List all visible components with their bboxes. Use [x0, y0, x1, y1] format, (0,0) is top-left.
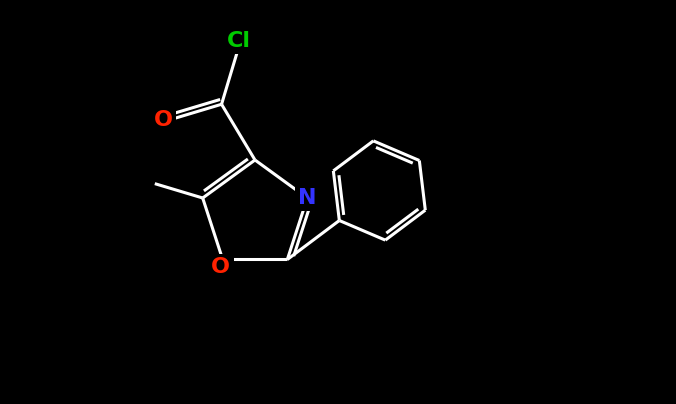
- Text: O: O: [153, 110, 172, 130]
- Text: O: O: [211, 257, 230, 278]
- Text: Cl: Cl: [227, 31, 251, 51]
- Text: N: N: [298, 188, 316, 208]
